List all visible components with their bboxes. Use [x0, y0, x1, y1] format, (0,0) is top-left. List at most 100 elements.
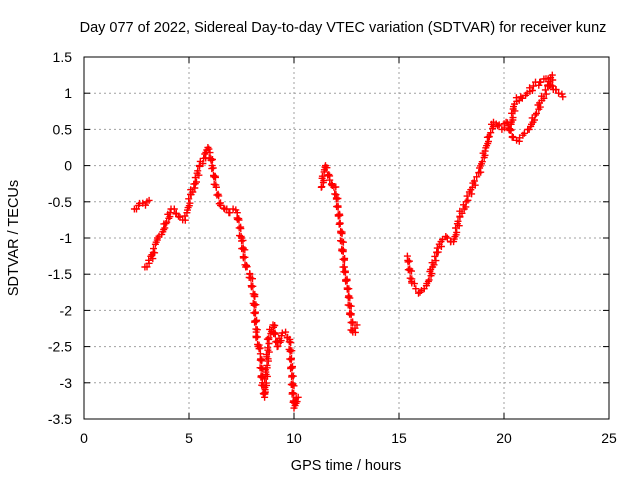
data-point: [184, 204, 192, 212]
data-point: [443, 234, 451, 242]
data-point: [463, 192, 471, 200]
data-point: [485, 133, 493, 141]
y-tick-label: -1: [60, 230, 73, 246]
data-point: [185, 195, 193, 203]
data-point: [318, 172, 326, 180]
series-segment-3b: [504, 71, 557, 145]
data-point: [326, 176, 334, 184]
data-point: [248, 283, 255, 291]
data-point: [186, 199, 194, 207]
data-point: [252, 334, 260, 342]
data-point: [332, 195, 340, 203]
data-point: [142, 201, 149, 209]
y-tick-label: -1.5: [48, 266, 72, 282]
data-point: [264, 344, 272, 352]
data-point: [233, 215, 241, 223]
series-segment-2: [317, 162, 361, 336]
data-point: [432, 257, 440, 265]
data-point: [163, 218, 171, 226]
y-tick-label: 1.5: [53, 49, 73, 65]
data-point: [483, 142, 491, 150]
data-point: [336, 220, 344, 227]
x-tick-label: 15: [391, 430, 407, 446]
series-segment-1b: [141, 144, 302, 412]
data-point: [133, 205, 140, 213]
data-point: [532, 111, 539, 119]
data-point: [274, 342, 282, 350]
data-point: [422, 282, 430, 290]
data-point: [238, 237, 246, 245]
data-point: [323, 164, 331, 172]
data-point: [495, 121, 503, 129]
data-point: [199, 160, 207, 167]
data-point: [191, 174, 199, 182]
data-point: [208, 165, 216, 173]
data-point: [528, 87, 536, 94]
data-point: [151, 249, 159, 257]
y-tick-label: 1: [64, 85, 72, 101]
data-point: [536, 103, 544, 111]
data-point: [262, 379, 270, 387]
data-point: [473, 173, 481, 181]
data-point: [331, 190, 339, 198]
data-point: [152, 238, 160, 246]
data-point: [215, 192, 223, 200]
data-point: [341, 256, 348, 264]
data-point: [320, 176, 328, 184]
data-point: [509, 114, 517, 122]
data-point: [290, 382, 298, 390]
data-point: [428, 270, 436, 278]
data-point: [265, 348, 273, 356]
data-point: [338, 230, 346, 238]
x-tick-label: 10: [286, 430, 302, 446]
data-point: [239, 254, 247, 262]
data-point: [334, 203, 342, 211]
data-point: [294, 393, 302, 401]
data-point: [286, 347, 294, 355]
y-tick-label: -3.5: [48, 411, 72, 427]
data-point: [209, 156, 216, 163]
data-point: [527, 122, 535, 130]
data-point: [548, 71, 556, 79]
data-point: [477, 168, 485, 176]
data-point: [261, 383, 269, 391]
data-point: [226, 209, 234, 217]
data-point: [149, 255, 157, 263]
data-point: [541, 86, 549, 94]
y-axis-label: SDTVAR / TECUs: [6, 180, 22, 296]
data-point: [347, 302, 355, 310]
y-tick-label: -2.5: [48, 339, 72, 355]
data-point: [212, 183, 220, 191]
data-point: [189, 188, 197, 196]
data-point: [243, 263, 251, 271]
data-point: [476, 162, 484, 170]
data-point: [470, 177, 478, 185]
series-segment-1a: [130, 196, 153, 213]
data-point: [264, 355, 272, 363]
data-point: [334, 212, 342, 220]
x-tick-label: 20: [496, 430, 512, 446]
data-point: [251, 309, 259, 317]
data-series: [130, 71, 567, 412]
data-point: [291, 402, 299, 410]
data-point: [464, 196, 472, 204]
data-point: [455, 222, 463, 230]
data-point: [542, 90, 550, 98]
data-point: [262, 366, 270, 374]
data-point: [271, 330, 279, 338]
data-point: [255, 345, 263, 353]
grid-lines: [84, 57, 609, 419]
data-point: [235, 216, 243, 224]
data-point: [250, 301, 258, 309]
data-point: [508, 133, 516, 141]
data-point: [494, 122, 502, 130]
data-point: [194, 167, 202, 175]
data-point: [282, 328, 290, 336]
data-point: [170, 205, 178, 213]
data-point: [206, 149, 214, 157]
chart-title: Day 077 of 2022, Sidereal Day-to-day VTE…: [80, 20, 607, 36]
data-point: [434, 248, 442, 256]
data-point: [241, 246, 249, 254]
data-point: [341, 268, 349, 276]
data-point: [258, 357, 266, 365]
